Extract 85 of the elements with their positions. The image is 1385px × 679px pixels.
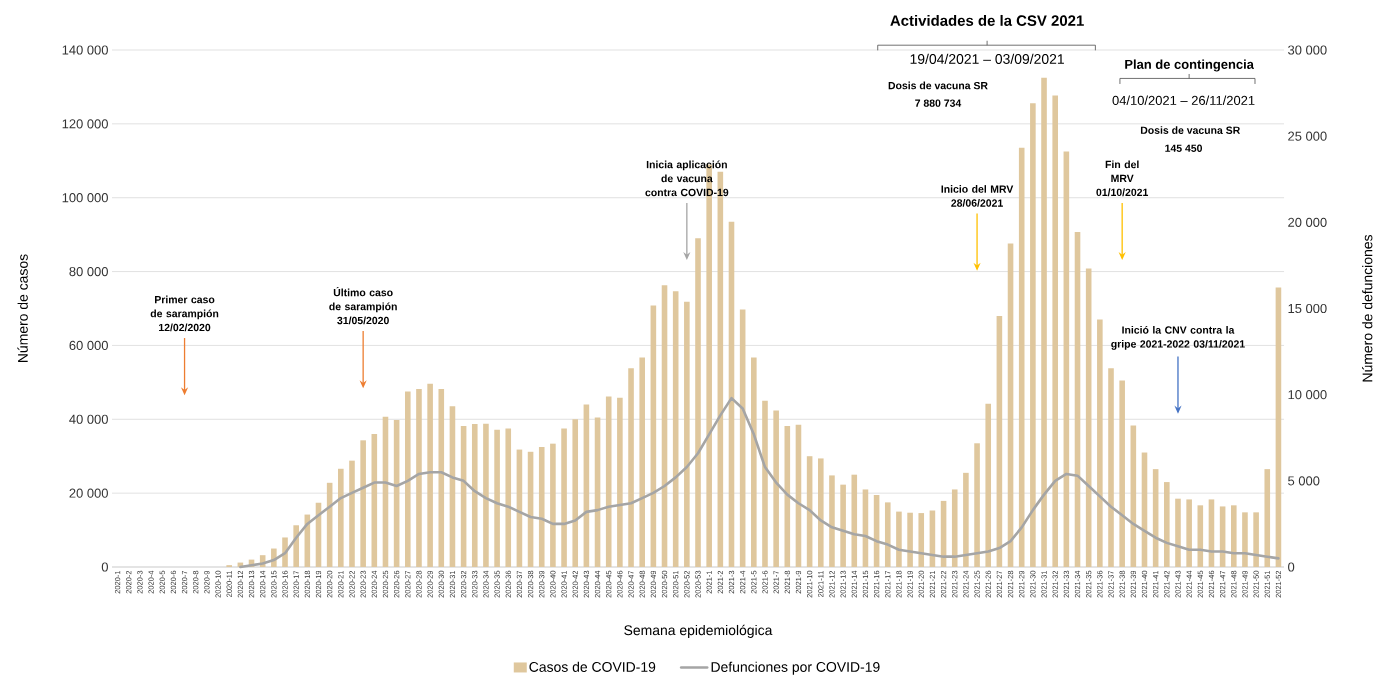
y2-tick-label: 15 000	[1288, 303, 1327, 314]
annotation: Fin del MRV 01/10/2021	[1096, 160, 1149, 197]
bar	[538, 446, 545, 567]
y2-tick-label: 0	[1288, 562, 1295, 572]
y2-tick-label: 25 000	[1288, 131, 1327, 141]
bar	[751, 357, 757, 567]
bar	[360, 440, 366, 567]
bar	[338, 468, 344, 567]
y-tick-label: 60 000	[69, 340, 108, 351]
y-tick-label: 20 000	[69, 488, 108, 498]
bar	[851, 474, 858, 567]
y-axis-title: Número de casos	[17, 254, 28, 363]
y2-tick-label: 30 000	[1288, 45, 1327, 55]
bar	[817, 458, 824, 567]
bar	[628, 368, 634, 567]
annotation: Plan de contingencia	[1125, 59, 1254, 72]
y2-tick-label: 10 000	[1288, 390, 1327, 400]
bar	[1052, 95, 1058, 567]
legend-label: Defunciones por COVID-19	[711, 661, 880, 675]
bar	[605, 396, 612, 567]
annotation: Dosis de vacuna SR	[1140, 126, 1241, 134]
bar	[1108, 368, 1114, 567]
y-tick-label: 0	[101, 562, 108, 572]
annotation: 04/10/2021 – 26/11/2021	[1112, 95, 1255, 105]
bar	[963, 472, 969, 567]
annotation: Dosis de vacuna SR	[888, 81, 988, 90]
bar	[773, 410, 779, 567]
text: Actividades de la CSV 2021	[890, 14, 1084, 26]
annotation: 145 450	[1165, 144, 1203, 152]
bar	[416, 389, 422, 567]
bar	[483, 423, 489, 567]
bar	[840, 484, 846, 567]
bar	[1230, 505, 1237, 567]
bar	[617, 397, 623, 567]
bar	[907, 512, 913, 567]
bar	[572, 419, 579, 567]
x-axis-title: Semana epidemiológica	[624, 624, 773, 638]
bar	[1242, 512, 1248, 567]
y-tick-label: 140 000	[62, 45, 108, 55]
bar	[896, 511, 902, 567]
bar	[427, 383, 433, 567]
y-tick-label: 80 000	[69, 266, 108, 277]
bar	[494, 429, 500, 567]
annotation: Inició la CNV contra la gripe 2021-2022 03/11/2021	[1111, 325, 1245, 350]
bar	[951, 489, 958, 567]
annotation: Primer caso de sarampión 12/02/2020	[150, 295, 219, 332]
annotation: Inicia aplicación de vacuna contra COVID-19	[645, 160, 729, 197]
y2-tick-label: 5 000	[1288, 476, 1320, 486]
bar	[684, 301, 690, 567]
bar	[561, 428, 567, 567]
bar	[1097, 319, 1103, 567]
y-tick-label: 120 000	[62, 119, 108, 129]
legend-label: Casos de COVID-19	[529, 661, 656, 672]
bar	[471, 424, 478, 567]
bar	[1030, 103, 1036, 567]
y-tick-label: 40 000	[69, 414, 108, 424]
annotation: 7 880 734	[915, 99, 962, 107]
annotation: Inicio del MRV 28/06/2021	[941, 185, 1014, 207]
bar	[1186, 499, 1192, 567]
bar	[349, 460, 355, 567]
bar	[884, 502, 891, 567]
y-tick-label: 100 000	[62, 193, 108, 203]
bar	[974, 443, 980, 567]
bar	[550, 443, 556, 567]
bar	[1164, 482, 1170, 567]
bar	[1264, 469, 1271, 567]
bar	[1175, 498, 1181, 567]
bar	[639, 357, 645, 567]
bar	[505, 428, 512, 567]
annotation: 19/04/2021 – 03/09/2021	[910, 53, 1064, 64]
bar	[405, 391, 411, 567]
bar	[438, 389, 445, 567]
bar	[829, 475, 835, 567]
bar	[1018, 147, 1025, 567]
bar	[1119, 380, 1125, 567]
bar	[695, 238, 701, 567]
y2-axis-title: Número de defunciones	[1361, 235, 1373, 382]
bar	[1253, 512, 1259, 567]
bar	[918, 513, 925, 567]
line-series	[239, 396, 1280, 569]
bar	[1041, 77, 1047, 567]
bar	[762, 400, 768, 567]
y2-tick-label: 20 000	[1288, 217, 1327, 227]
bar	[985, 403, 992, 567]
annotation: Último caso de sarampión 31/05/2020	[329, 286, 397, 325]
